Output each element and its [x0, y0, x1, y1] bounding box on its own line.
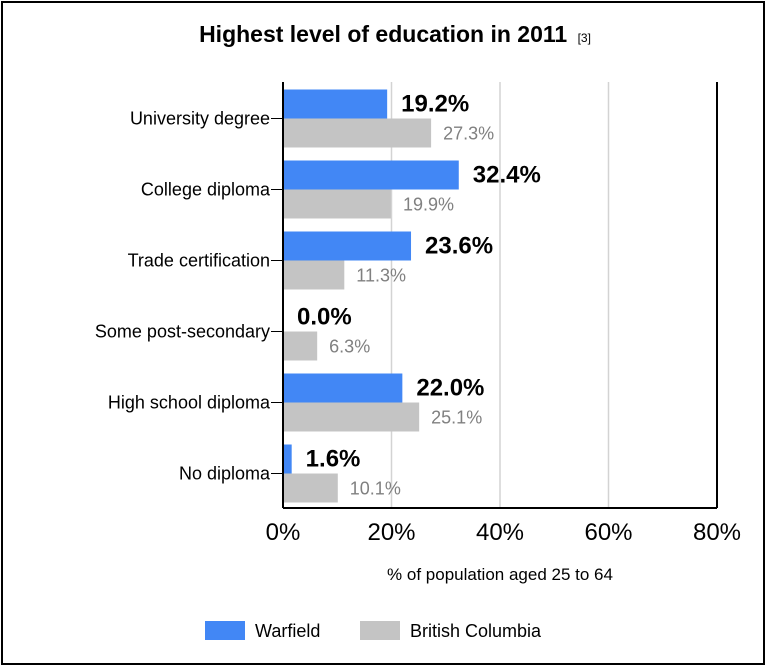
value-label-british-columbia: 27.3% — [443, 124, 494, 144]
value-label-warfield: 22.0% — [416, 375, 484, 402]
bar-warfield — [283, 444, 292, 474]
legend-swatch — [205, 621, 245, 640]
bar-british-columbia — [283, 189, 391, 219]
bar-british-columbia — [283, 260, 345, 290]
category-label: High school diploma — [108, 393, 271, 413]
value-label-warfield: 0.0% — [297, 304, 352, 331]
category-label: Trade certification — [128, 251, 270, 271]
x-tick-label: 20% — [367, 519, 415, 546]
x-tick-label: 60% — [584, 519, 632, 546]
chart-title: Highest level of education in 2011 [3] — [199, 21, 591, 47]
chart-title-text: Highest level of education in 2011 — [199, 21, 567, 47]
value-label-british-columbia: 25.1% — [431, 408, 482, 428]
bar-warfield — [283, 89, 388, 119]
x-tick-label: 40% — [476, 519, 524, 546]
value-label-british-columbia: 11.3% — [356, 266, 406, 286]
bar-warfield — [283, 373, 403, 403]
category-labels: University degree College diploma Trade ce… — [95, 109, 271, 484]
value-label-british-columbia: 10.1% — [350, 479, 401, 499]
value-label-warfield: 1.6% — [306, 446, 361, 473]
bar-british-columbia — [283, 331, 318, 361]
value-label-british-columbia: 6.3% — [329, 337, 370, 357]
x-tick-label: 0% — [266, 519, 301, 546]
x-tick-labels: 0% 20% 40% 60% 80% — [266, 519, 741, 546]
bar-british-columbia — [283, 118, 432, 148]
x-axis-label: % of population aged 25 to 64 — [387, 565, 613, 584]
value-label-warfield: 23.6% — [425, 233, 493, 260]
value-label-warfield: 19.2% — [401, 91, 469, 118]
bar-warfield — [283, 231, 412, 261]
category-label: No diploma — [179, 464, 271, 484]
legend: Warfield British Columbia — [205, 621, 542, 641]
grid-lines — [390, 82, 718, 508]
bar-warfield — [283, 160, 459, 190]
category-label: College diploma — [141, 180, 271, 200]
legend-label: Warfield — [255, 621, 320, 641]
value-labels: 19.2% 27.3% 32.4% 19.9% 23.6% 11.3%0.0% 6.3% 22… — [297, 91, 541, 499]
chart-title-reference: [3] — [578, 31, 591, 45]
value-label-british-columbia: 19.9% — [403, 195, 454, 215]
legend-swatch — [360, 621, 400, 640]
axes — [271, 82, 717, 509]
bar-british-columbia — [283, 473, 338, 503]
value-label-warfield: 32.4% — [473, 162, 541, 189]
category-label: Some post-secondary — [95, 322, 270, 342]
bar-british-columbia — [283, 402, 420, 432]
x-tick-label: 80% — [693, 519, 741, 546]
bars — [283, 89, 459, 503]
legend-label: British Columbia — [410, 621, 542, 641]
category-label: University degree — [130, 109, 270, 129]
